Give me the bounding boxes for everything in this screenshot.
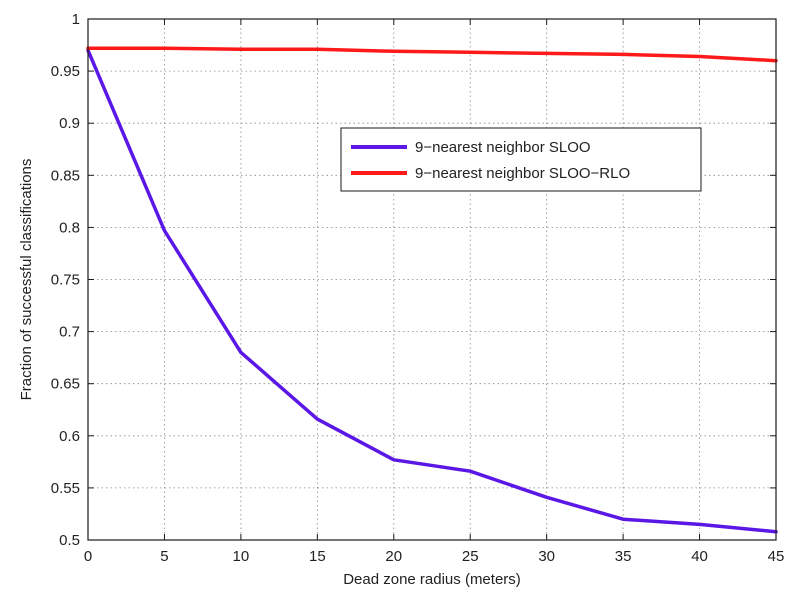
legend: 9−nearest neighbor SLOO 9−nearest neighb…	[340, 127, 702, 192]
x-tick-label: 40	[691, 548, 708, 565]
x-tick-label: 35	[615, 548, 632, 565]
x-tick-label: 10	[233, 548, 250, 565]
y-tick-label: 0.7	[59, 324, 80, 341]
series-lines	[86, 46, 778, 534]
y-tick-label: 0.75	[51, 272, 80, 289]
series-line-1	[86, 46, 778, 63]
x-tick-label: 5	[160, 548, 168, 565]
y-tick-label: 0.95	[51, 63, 80, 80]
x-tick-label: 20	[385, 548, 402, 565]
x-axis-title: Dead zone radius (meters)	[343, 571, 521, 588]
x-tick-label: 0	[84, 548, 92, 565]
legend-box	[340, 127, 702, 192]
grid-lines	[88, 19, 776, 540]
axis-ticks: 0 5 10 15 20 25 30 35 40 45 0.5 0.55 0.6 0.65 0.7 0.75 0…	[51, 11, 785, 565]
y-tick-label: 0.8	[59, 219, 80, 236]
y-tick-label: 0.65	[51, 376, 80, 393]
y-axis-title: Fraction of successful classifications	[18, 159, 35, 401]
x-tick-label: 45	[768, 548, 785, 565]
x-tick-label: 25	[462, 548, 479, 565]
legend-label-sloo: 9−nearest neighbor SLOO	[415, 139, 591, 156]
y-tick-label: 0.5	[59, 532, 80, 549]
series-line-0	[86, 48, 778, 534]
x-tick-label: 15	[309, 548, 326, 565]
y-tick-label: 0.85	[51, 167, 80, 184]
y-tick-label: 0.9	[59, 115, 80, 132]
y-tick-label: 0.55	[51, 480, 80, 497]
y-tick-label: 1	[72, 11, 80, 28]
legend-label-sloo-rlo: 9−nearest neighbor SLOO−RLO	[415, 165, 630, 182]
x-tick-label: 30	[538, 548, 555, 565]
y-tick-label: 0.6	[59, 428, 80, 445]
